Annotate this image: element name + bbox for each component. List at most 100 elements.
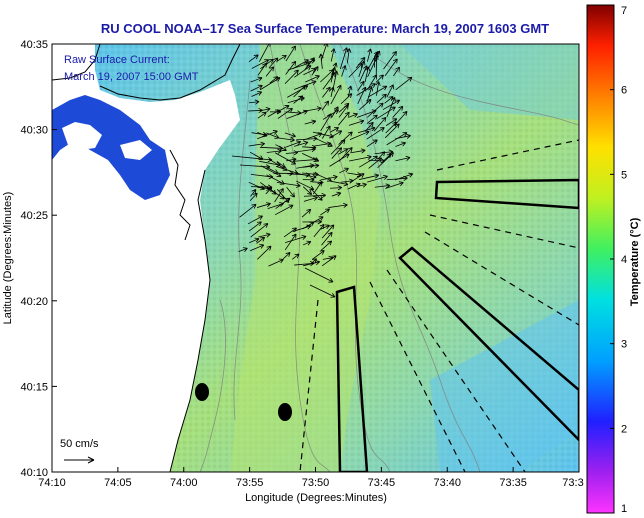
current-vector-arrow [302, 186, 313, 195]
current-vector-arrow [293, 84, 306, 98]
figure-title: RU COOL NOAA–17 Sea Surface Temperature:… [101, 21, 549, 36]
current-vector-arrow [331, 147, 343, 159]
current-vector-arrow [276, 160, 286, 168]
current-vector-arrow [266, 166, 279, 174]
current-vector-arrow [303, 195, 318, 202]
transect-box-southeast [398, 246, 579, 442]
current-vector-arrow [338, 131, 353, 145]
current-vector-arrow [329, 127, 339, 133]
current-vector-arrow [305, 74, 320, 83]
x-tick-label: 73:45 [368, 477, 396, 489]
current-vector-arrow [320, 240, 333, 251]
colorbar-tick-label: 4 [621, 254, 627, 266]
colorbar-tick-label: 3 [621, 339, 627, 351]
current-vector-arrow [338, 111, 350, 126]
current-vector-arrow [330, 185, 343, 191]
current-vector-arrow [349, 130, 370, 140]
current-vector-arrow [275, 197, 291, 209]
current-vector-arrow [330, 67, 337, 83]
current-vector-arrow [284, 69, 299, 85]
current-vector-arrow [277, 107, 293, 119]
survey-transects [299, 139, 579, 472]
current-vector-arrow [357, 86, 367, 105]
current-vector-arrow [296, 147, 316, 153]
current-vector-arrow [275, 144, 287, 151]
current-vector-arrow [366, 139, 378, 148]
current-vectors [231, 44, 414, 298]
current-vector-arrow [348, 112, 358, 118]
current-vector-arrow [347, 85, 353, 97]
current-vector-arrow [251, 59, 270, 69]
current-vector-arrow [375, 81, 381, 96]
y-tick-label: 40:15 [20, 381, 48, 393]
current-vector-arrow [256, 236, 266, 244]
current-vector-arrow [393, 66, 400, 77]
current-vector-arrow [293, 157, 318, 163]
current-vector-arrow [377, 152, 394, 169]
current-vector-arrow [285, 60, 297, 75]
current-vector-arrow [395, 155, 411, 162]
current-vector-arrow [339, 167, 349, 174]
colorbar-tick-label: 7 [621, 5, 627, 17]
current-vector-arrow [384, 58, 398, 77]
current-vector-arrow [278, 137, 295, 143]
current-vector-arrow [320, 174, 338, 181]
x-tick-label: 74:10 [38, 477, 66, 489]
current-vector-arrow [321, 224, 335, 239]
current-vector-arrow [250, 84, 263, 92]
current-vector-arrow [257, 130, 278, 140]
current-vector-arrow [367, 174, 388, 183]
current-vector-arrow [238, 247, 248, 252]
current-vector-arrow [274, 188, 284, 203]
current-vector-arrow [292, 59, 309, 69]
current-vector-arrow [248, 99, 260, 105]
current-vector-arrow [385, 118, 398, 126]
current-vector-arrow [322, 86, 331, 98]
current-vector-arrow [250, 244, 265, 252]
current-vector-arrow [366, 114, 378, 125]
x-tick-label: 73:50 [302, 477, 330, 489]
current-vector-arrow [331, 191, 342, 197]
current-vector-arrow [250, 223, 269, 238]
current-vector-arrow [285, 150, 299, 156]
map-panel [52, 44, 579, 472]
current-vector-arrow [364, 66, 371, 82]
current-vector-arrow [257, 245, 272, 260]
y-axis-ticks: 40:35 40:30 40:25 40:20 40:15 40:10 [20, 39, 57, 479]
current-vector-arrow [302, 219, 322, 225]
warm-water-tongue [230, 44, 380, 472]
current-vector-arrow [302, 221, 315, 230]
current-vector-arrow [329, 130, 343, 139]
scale-label: 50 cm/s [60, 438, 99, 450]
current-vector-arrow [330, 139, 346, 155]
colorbar-tick-label: 6 [621, 85, 627, 97]
current-vector-arrow [376, 106, 396, 119]
current-vector-arrow [284, 233, 297, 251]
current-vector-arrow [340, 93, 353, 105]
current-vector-arrow [374, 52, 380, 77]
current-vector-arrow [309, 284, 336, 298]
current-vector-arrow [286, 157, 297, 163]
current-vector-arrow [330, 48, 336, 62]
current-vector-arrow [285, 45, 296, 62]
current-vector-arrow [302, 240, 312, 246]
x-tick-label: 73:55 [236, 477, 264, 489]
current-vector-arrow [338, 148, 349, 155]
current-vector-arrow [304, 57, 315, 70]
current-vector-arrow [247, 215, 263, 225]
colorbar-ticks: 7 6 5 4 3 2 1 [610, 4, 627, 515]
current-vector-arrow [310, 258, 318, 265]
colorbar-label: Temperature (°C) [629, 217, 641, 306]
colorbar-tick-label: 2 [621, 423, 627, 435]
current-vector-arrow [286, 187, 295, 198]
current-vector-arrow [294, 65, 312, 78]
transect-box-south [335, 285, 369, 472]
current-vector-arrow [231, 155, 273, 163]
current-vector-arrow [248, 221, 262, 232]
current-vector-arrow [265, 187, 273, 195]
current-vector-arrow [292, 253, 300, 260]
colorbar-tick-label: 1 [621, 503, 627, 515]
current-vector-arrow [321, 231, 333, 246]
current-vector-arrow [312, 250, 325, 260]
y-tick-label: 40:20 [20, 296, 48, 308]
